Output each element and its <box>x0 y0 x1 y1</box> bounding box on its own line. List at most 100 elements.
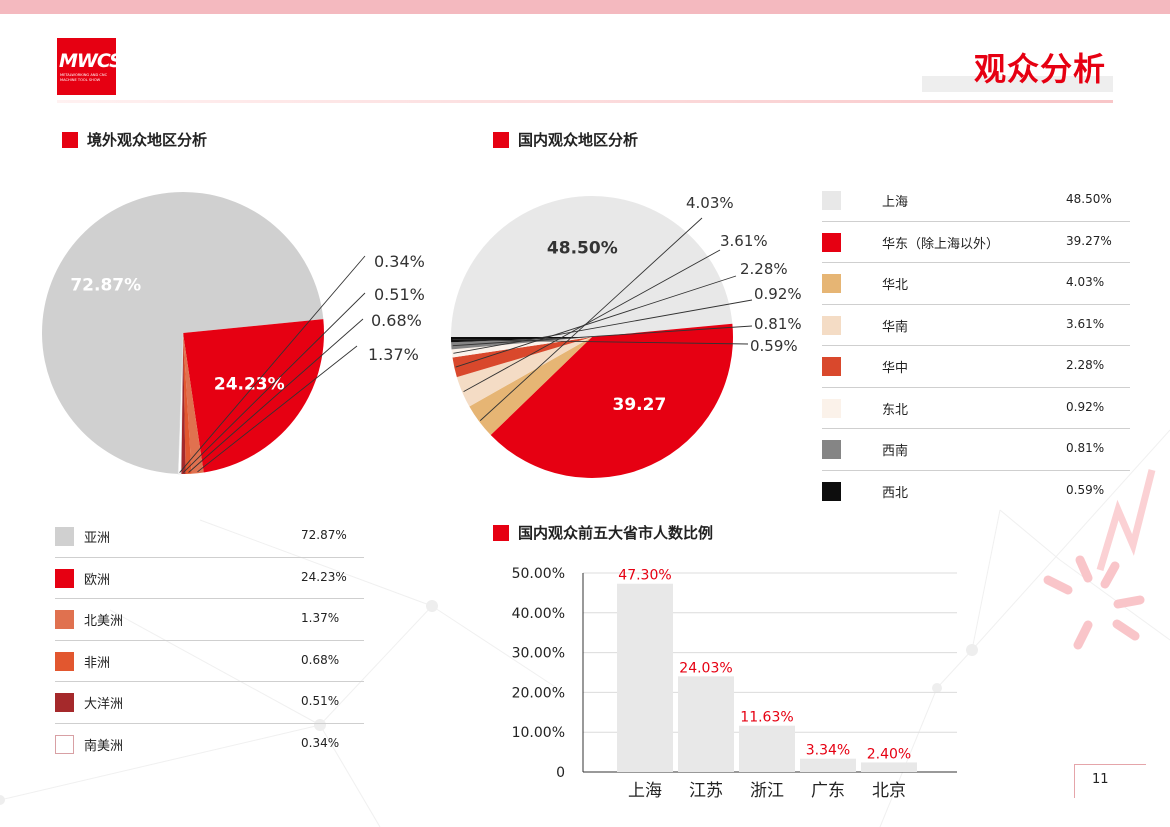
y-tick-label: 20.00% <box>512 685 565 701</box>
bar-data-label: 24.03% <box>679 660 732 676</box>
legend-label: 华中 <box>882 361 909 376</box>
bar <box>617 583 673 772</box>
legend-swatch <box>55 527 74 546</box>
legend-value: 0.34% <box>301 735 340 750</box>
pie-leader-line <box>183 292 366 473</box>
pie-data-label: 4.03% <box>686 194 734 212</box>
pie-data-label: 1.37% <box>368 345 419 364</box>
y-tick-label: 40.00% <box>512 606 565 622</box>
legend-row: 非洲 0.68% <box>55 641 364 682</box>
x-tick-label: 北京 <box>872 781 906 801</box>
pie-data-label: 0.51% <box>374 285 425 304</box>
pie-leader-line <box>179 255 366 473</box>
legend-label: 华东（除上海以外） <box>882 236 1000 252</box>
pie-leader-line <box>463 249 721 393</box>
legend-row: 北美洲 1.37% <box>55 599 364 641</box>
x-tick-label: 浙江 <box>750 781 784 801</box>
legend-label: 大洋洲 <box>84 697 124 712</box>
overseas-legend: 亚洲 72.87% 欧洲 24.23% 北美洲 1.37% 非洲 0.68% 大洋洲 0.51% 南… <box>55 516 364 764</box>
legend-value: 0.92% <box>1066 399 1105 414</box>
section-title-top5: 国内观众前五大省市人数比例 <box>493 522 713 543</box>
pie-slice-2 <box>490 323 733 478</box>
pie-leader-line <box>453 299 753 354</box>
legend-row: 南美洲 0.34% <box>55 724 364 766</box>
page-number-frame <box>1074 764 1146 798</box>
legend-label: 上海 <box>882 195 909 210</box>
legend-swatch <box>822 398 841 418</box>
legend-swatch <box>55 693 74 712</box>
pie-data-label: 3.61% <box>720 232 768 250</box>
legend-swatch <box>822 274 841 293</box>
legend-row: 华中 2.28% <box>822 346 1130 388</box>
page-number: 11 <box>1092 772 1109 787</box>
legend-label: 西南 <box>882 444 909 459</box>
legend-swatch <box>822 191 841 210</box>
legend-value: 1.37% <box>301 611 340 625</box>
legend-value: 0.68% <box>301 652 340 667</box>
pie-slice-2 <box>183 319 324 473</box>
pie-slice-4 <box>456 337 592 407</box>
pie-slice-1 <box>42 192 324 474</box>
legend-label: 华北 <box>882 278 909 293</box>
page-title: 观众分析 <box>973 50 1106 88</box>
pie-data-label: 72.87% <box>70 276 141 296</box>
legend-swatch <box>55 651 74 671</box>
legend-swatch <box>822 232 841 252</box>
legend-value: 48.50% <box>1066 192 1112 206</box>
legend-value: 0.51% <box>301 694 340 708</box>
pie-slice-5 <box>181 333 186 474</box>
pie-leader-line <box>452 339 749 345</box>
y-tick-label: 50.00% <box>512 566 565 582</box>
y-tick-label: 0 <box>556 765 565 781</box>
pie-data-label: 39.27 <box>613 395 667 415</box>
domestic-legend: 上海 48.50% 华东（除上海以外） 39.27% 华北 4.03% 华南 3.61% 华中 2… <box>822 180 1130 510</box>
pie-slice-8 <box>451 337 592 343</box>
legend-label: 南美洲 <box>84 738 124 754</box>
legend-row: 大洋洲 0.51% <box>55 682 364 724</box>
bar <box>861 762 917 772</box>
logo-main-text: MWCS <box>59 50 123 72</box>
pie-data-label: 48.50% <box>547 239 618 259</box>
legend-row: 华南 3.61% <box>822 305 1130 346</box>
section-title-domestic: 国内观众地区分析 <box>493 129 638 150</box>
legend-swatch <box>822 481 841 501</box>
legend-label: 非洲 <box>84 655 111 671</box>
x-tick-label: 江苏 <box>689 781 723 801</box>
pie-leader-line <box>188 318 364 473</box>
legend-row: 华东（除上海以外） 39.27% <box>822 222 1130 263</box>
section-title-text: 国内观众地区分析 <box>518 131 639 149</box>
legend-label: 华南 <box>882 319 909 335</box>
bar-data-label: 47.30% <box>618 568 671 584</box>
y-tick-label: 10.00% <box>512 725 565 741</box>
pie-data-label: 0.59% <box>750 337 798 355</box>
legend-value: 39.27% <box>1066 233 1112 248</box>
legend-value: 3.61% <box>1066 316 1105 331</box>
section-title-text: 国内观众前五大省市人数比例 <box>518 524 714 542</box>
legend-row: 欧洲 24.23% <box>55 558 364 599</box>
legend-row: 上海 48.50% <box>822 180 1130 222</box>
bar-data-label: 11.63% <box>740 710 793 726</box>
pie-leader-line <box>455 275 737 368</box>
pie-slice-5 <box>452 337 592 378</box>
pie-leader-line <box>452 325 753 347</box>
pie-data-label: 0.81% <box>754 315 802 333</box>
legend-row: 亚洲 72.87% <box>55 516 364 558</box>
legend-row: 西南 0.81% <box>822 429 1130 471</box>
pie-leader-line <box>197 345 358 473</box>
pie-data-label: 0.92% <box>754 285 802 303</box>
section-title-text: 境外观众地区分析 <box>87 131 208 149</box>
section-marker <box>62 131 78 148</box>
bar-data-label: 2.40% <box>867 746 911 762</box>
logo: MWCS METALWORKING AND CNC MACHINE TOOL S… <box>57 38 123 95</box>
legend-swatch <box>55 734 74 754</box>
section-title-overseas: 境外观众地区分析 <box>62 129 207 150</box>
legend-label: 北美洲 <box>84 614 124 629</box>
bar <box>800 758 856 772</box>
pie-leader-line <box>479 217 703 421</box>
title-underline-block <box>922 76 1113 92</box>
top-banner <box>0 0 1170 14</box>
y-tick-label: 30.00% <box>512 646 565 662</box>
legend-value: 72.87% <box>301 528 347 542</box>
